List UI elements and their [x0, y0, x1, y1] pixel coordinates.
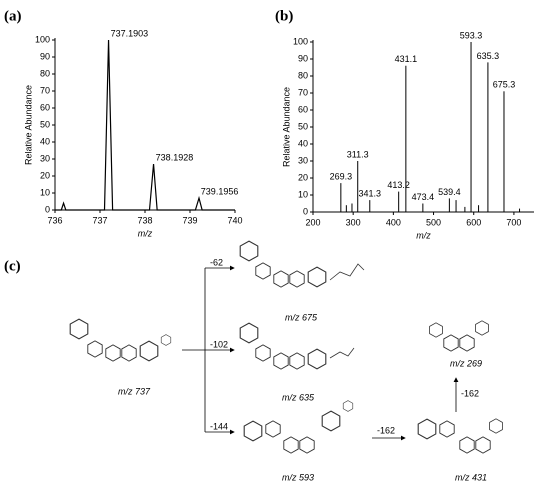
- x-tick-label: 736: [47, 215, 62, 225]
- compound-label: m/z 431: [455, 472, 487, 482]
- y-tick-label: 30: [298, 155, 308, 165]
- y-tick-label: 50: [40, 119, 50, 129]
- peak-label: 635.3: [477, 51, 500, 61]
- peak-label: 431.1: [395, 54, 418, 64]
- y-tick-label: 100: [293, 36, 308, 46]
- x-axis-label: m/z: [416, 230, 431, 240]
- y-tick-label: 20: [40, 170, 50, 180]
- structure-593: [243, 400, 354, 454]
- y-tick-label: 30: [40, 153, 50, 163]
- y-tick-label: 10: [298, 189, 308, 199]
- peak-label: 269.3: [330, 171, 353, 181]
- compound-label: m/z 593: [282, 472, 314, 482]
- y-tick-label: 40: [40, 136, 50, 146]
- x-axis-label: m/z: [138, 228, 153, 238]
- y-tick-label: 40: [298, 138, 308, 148]
- x-tick-label: 700: [506, 217, 521, 227]
- compound-label: m/z 737: [118, 386, 151, 396]
- y-tick-label: 0: [45, 204, 50, 214]
- x-tick-label: 740: [227, 215, 242, 225]
- y-tick-label: 70: [298, 87, 308, 97]
- loss-label: -144: [210, 421, 228, 431]
- y-tick-label: 50: [298, 121, 308, 131]
- y-tick-label: 100: [35, 34, 50, 44]
- peak-label: 413.2: [387, 180, 410, 190]
- y-axis-label: Relative Abundance: [281, 87, 291, 167]
- loss-label: -62: [210, 257, 223, 267]
- y-tick-label: 60: [40, 102, 50, 112]
- peak-label: 593.3: [460, 30, 483, 40]
- x-tick-label: 738: [137, 215, 152, 225]
- loss-label: -102: [210, 339, 228, 349]
- panel-label: (b): [275, 8, 293, 24]
- loss-label: -162: [377, 425, 395, 435]
- peak-label: 738.1928: [156, 152, 194, 162]
- y-tick-label: 90: [40, 51, 50, 61]
- x-tick-label: 400: [386, 217, 401, 227]
- y-tick-label: 20: [298, 172, 308, 182]
- x-tick-label: 200: [305, 217, 320, 227]
- spectrum-line: [55, 39, 235, 211]
- structure-675: [239, 240, 365, 288]
- x-tick-label: 600: [466, 217, 481, 227]
- structure-269: [429, 320, 489, 352]
- loss-label: -162: [461, 388, 479, 398]
- y-tick-label: 70: [40, 85, 50, 95]
- y-tick-label: 80: [298, 70, 308, 80]
- peak-label: 539.4: [438, 187, 461, 197]
- peak-label: 473.4: [412, 192, 435, 202]
- peak-label: 311.3: [347, 149, 369, 159]
- y-tick-label: 60: [298, 104, 308, 114]
- x-tick-label: 500: [426, 217, 441, 227]
- peak-label: 341.3: [359, 188, 382, 198]
- y-tick-label: 90: [298, 53, 308, 63]
- structure-431: [417, 418, 503, 454]
- peak-label: 737.1903: [111, 28, 149, 38]
- x-tick-label: 300: [346, 217, 361, 227]
- peak-label: 675.3: [493, 80, 516, 90]
- panel-label: (c): [4, 258, 21, 274]
- peak-label: 739.1956: [201, 186, 239, 196]
- structure-635: [239, 322, 355, 370]
- y-axis-label: Relative Abundance: [23, 85, 33, 165]
- x-tick-label: 737: [92, 215, 107, 225]
- x-tick-label: 739: [182, 215, 197, 225]
- panel-label: (a): [4, 8, 22, 24]
- structure-737: [69, 318, 172, 362]
- y-tick-label: 80: [40, 68, 50, 78]
- compound-label: m/z 635: [282, 392, 315, 402]
- compound-label: m/z 675: [285, 312, 318, 322]
- y-tick-label: 0: [303, 206, 308, 216]
- compound-label: m/z 269: [450, 358, 482, 368]
- y-tick-label: 10: [40, 187, 50, 197]
